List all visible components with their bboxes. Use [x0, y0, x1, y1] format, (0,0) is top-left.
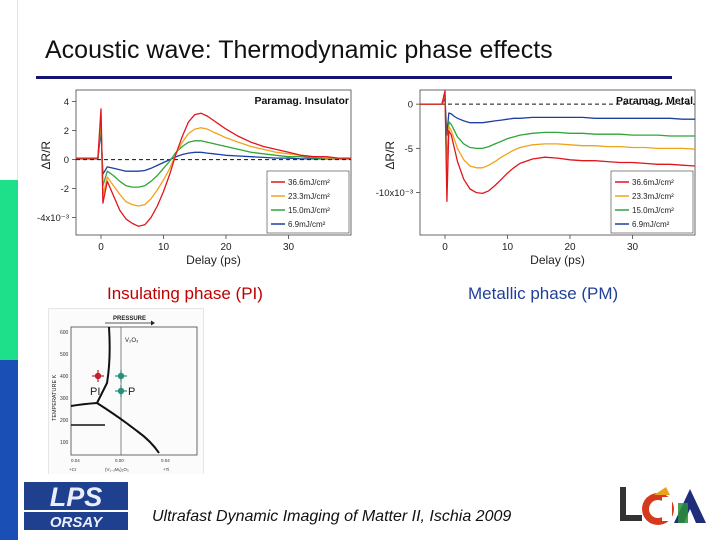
footer — [18, 474, 720, 540]
pd-label-pi: PI — [90, 386, 100, 398]
pd-boundary-afi — [96, 402, 160, 454]
lps-logo-top: LPS — [50, 482, 103, 512]
pd-ytick: 100 — [60, 440, 69, 446]
series-line — [76, 121, 351, 188]
title-underline — [36, 76, 672, 79]
y-tick-label: -10x10⁻³ — [376, 188, 413, 199]
pd-marker-pi — [92, 370, 104, 382]
x-tick-label: 0 — [442, 242, 448, 253]
pd-marker-pm-top — [115, 370, 127, 382]
legend-label: 15.0mJ/cm² — [288, 206, 330, 215]
y-tick-label: -4x10⁻³ — [37, 213, 69, 224]
y-tick-label: 4 — [64, 97, 69, 108]
series-line — [420, 92, 696, 185]
series-line — [76, 129, 351, 175]
legend-label: 23.3mJ/cm² — [632, 192, 674, 201]
pd-compound: V₂O₃ — [125, 338, 139, 344]
accent-bar-top — [0, 0, 18, 180]
pd-ytick: 300 — [60, 396, 69, 402]
series-line — [420, 94, 695, 167]
series-line — [420, 90, 696, 203]
pd-ylabel: TEMPERATURE K — [52, 374, 58, 421]
legend-label: 15.0mJ/cm² — [632, 206, 674, 215]
x-tick-label: 30 — [627, 242, 639, 253]
pd-xtick: 0.04 — [161, 458, 170, 463]
y-axis-label: ΔR/R — [39, 141, 53, 170]
x-axis-label: Delay (ps) — [186, 253, 241, 267]
phase-diagram: PRESSURE V₂O₃ TEMPERATURE K 600 500 400 … — [48, 308, 204, 478]
pd-marker-pm — [115, 385, 127, 397]
series-line — [76, 108, 351, 227]
pd-xlabel: +Cr — [69, 467, 77, 472]
slide-title: Acoustic wave: Thermodynamic phase effec… — [45, 36, 553, 64]
lps-orsay-logo: LPS ORSAY — [22, 480, 130, 532]
x-tick-label: 30 — [283, 242, 295, 253]
chart-title: Paramag. Insulator — [254, 95, 349, 107]
y-tick-label: -2 — [61, 184, 69, 195]
legend-label: 6.9mJ/cm² — [632, 220, 670, 229]
y-tick-label: 2 — [64, 126, 69, 137]
accent-bar-bottom — [0, 360, 18, 540]
pd-frame — [70, 326, 198, 456]
pd-xtick: 0.00 — [115, 458, 124, 463]
x-tick-label: 20 — [564, 242, 576, 253]
pd-xlabel: +Ti — [163, 467, 169, 472]
y-tick-label: 0 — [408, 100, 413, 111]
pd-pressure-arrowhead — [151, 320, 155, 326]
legend-label: 6.9mJ/cm² — [288, 220, 326, 229]
legend-label: 36.6mJ/cm² — [632, 178, 674, 187]
pd-label-p: P — [128, 386, 135, 398]
legend-label: 23.3mJ/cm² — [288, 192, 330, 201]
y-tick-label: 0 — [64, 155, 69, 166]
pd-ytick: 200 — [60, 418, 69, 424]
x-tick-label: 20 — [220, 242, 232, 253]
metallic-phase-label: Metallic phase (PM) — [468, 284, 619, 303]
accent-bar-middle — [0, 180, 18, 360]
pd-xlabel: (V₁₋ₓMₓ)₂O₃ — [105, 467, 129, 472]
y-tick-label: -5 — [405, 144, 413, 155]
pd-xtick: 0.04 — [71, 458, 80, 463]
pd-ytick: 500 — [60, 352, 69, 358]
lps-logo-bottom: ORSAY — [50, 514, 104, 531]
metal-chart: 0 10 20 30 0 -5 -10x10⁻³ Delay (ps) ΔR/R Paramag.… — [376, 88, 702, 278]
legend-label: 36.6mJ/cm² — [288, 178, 330, 187]
pd-boundary-pi-pm — [70, 326, 111, 407]
x-tick-label: 0 — [98, 242, 104, 253]
x-tick-label: 10 — [502, 242, 514, 253]
insulator-chart: 0 10 20 30 4 2 0 -2 -4x10⁻³ Delay (ps) ΔR/R Paramag… — [36, 88, 358, 278]
chart-svg: 0 10 20 30 0 -5 -10x10⁻³ Delay (ps) ΔR/R Paramag.… — [376, 89, 696, 267]
series-line — [420, 98, 695, 136]
pd-ytick: 400 — [60, 374, 69, 380]
footer-text: Ultrafast Dynamic Imaging of Matter II, … — [152, 508, 512, 525]
pd-ytick: 600 — [60, 330, 69, 336]
series-line — [76, 115, 351, 207]
x-axis-label: Delay (ps) — [530, 253, 585, 267]
lca-logo — [620, 487, 706, 525]
pd-header: PRESSURE — [113, 316, 146, 322]
x-tick-label: 10 — [158, 242, 170, 253]
chart-title: Paramag. Metal — [616, 95, 693, 107]
y-axis-label: ΔR/R — [383, 141, 397, 170]
insulating-phase-label: Insulating phase (PI) — [107, 284, 263, 303]
